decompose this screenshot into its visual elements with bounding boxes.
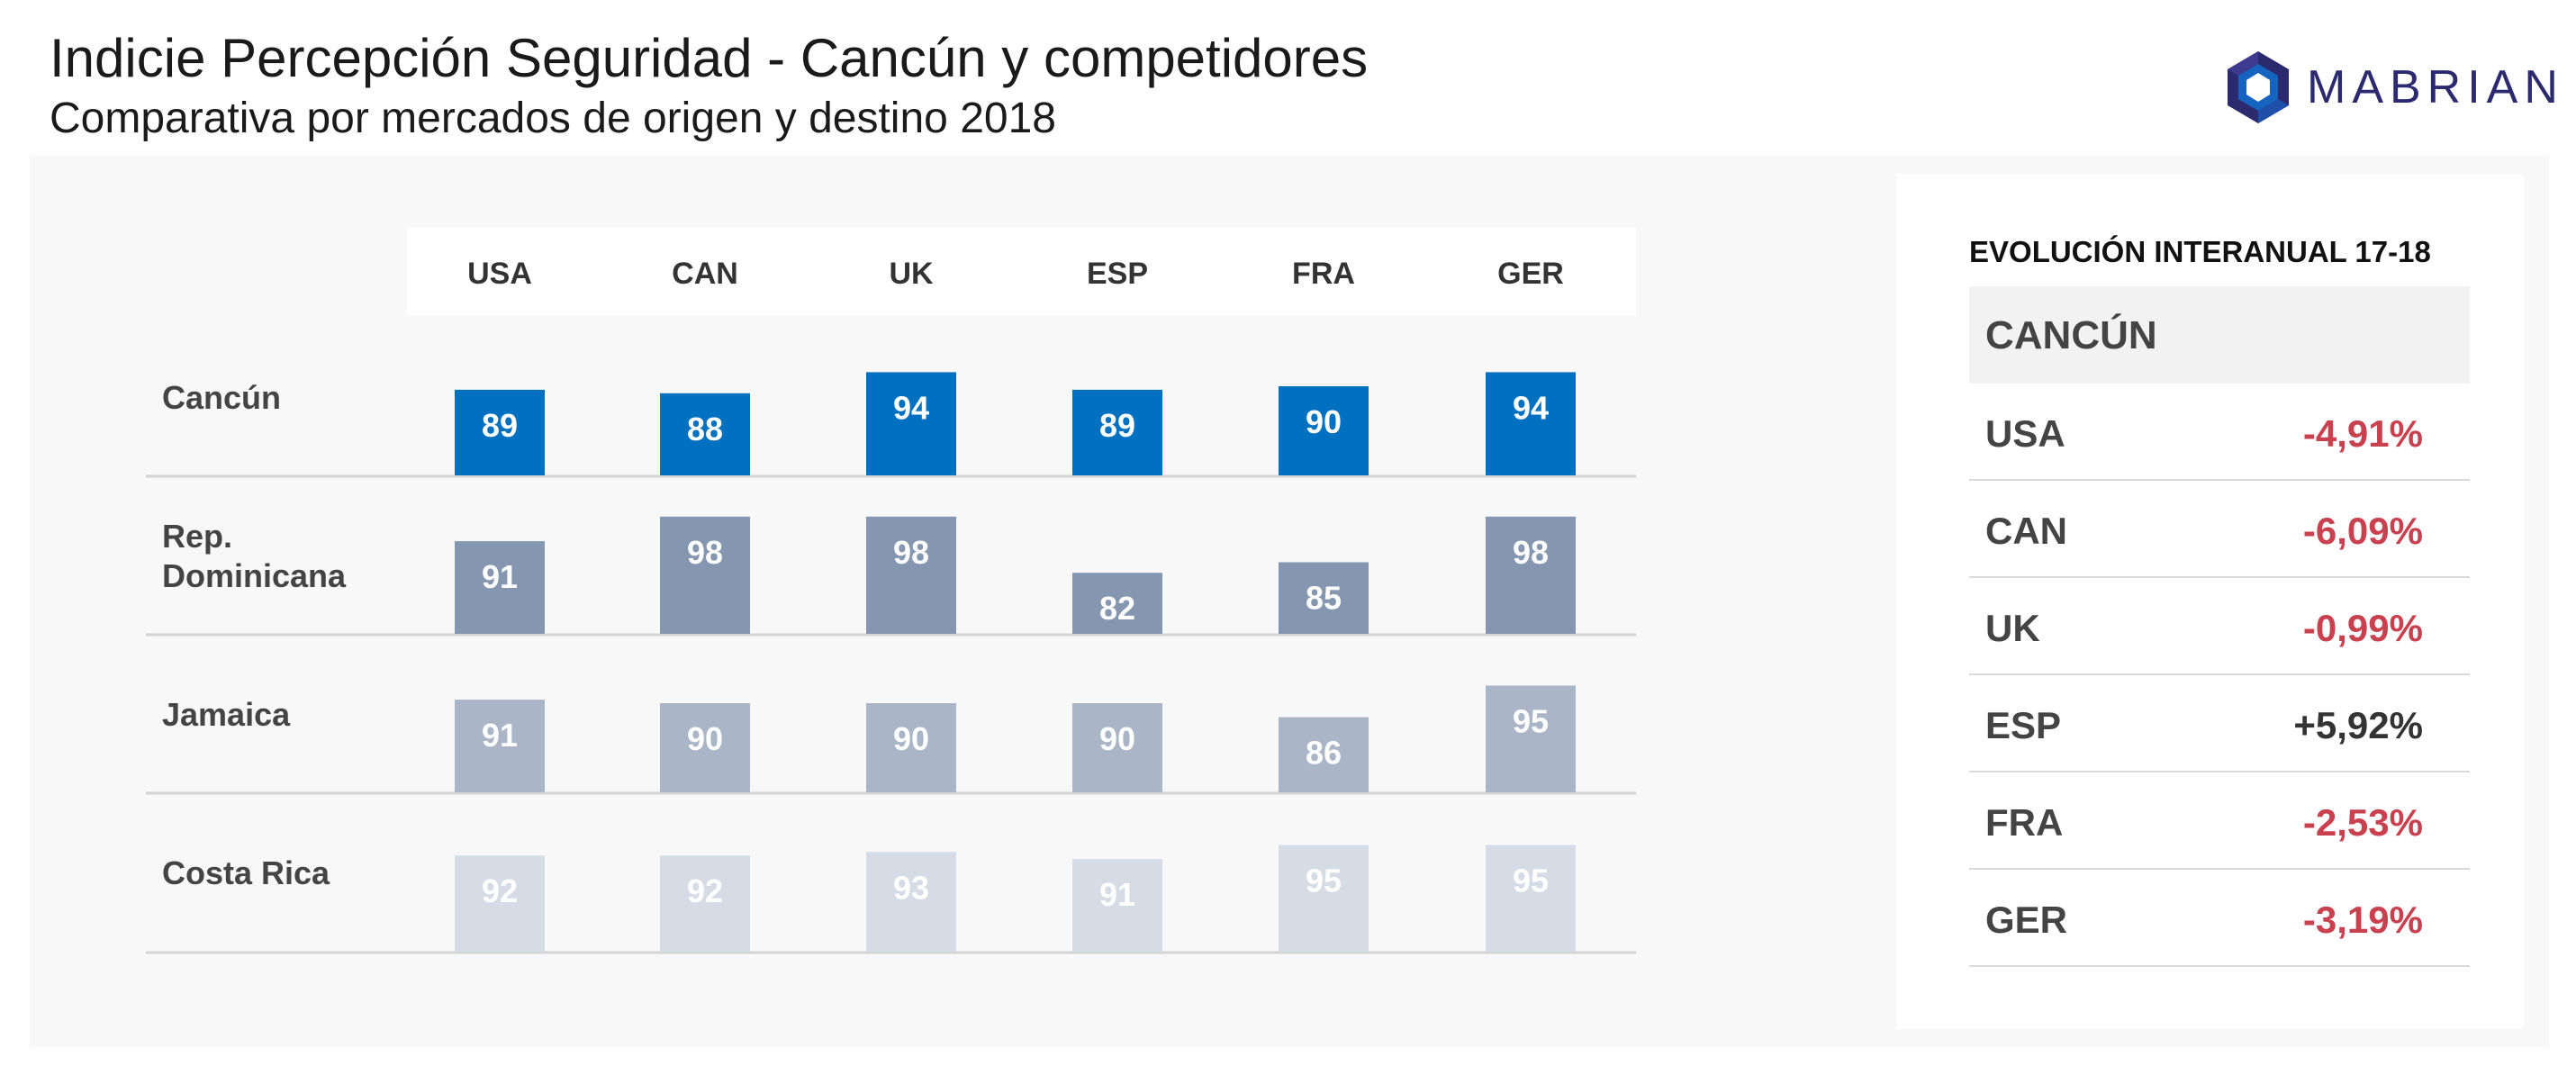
bar <box>1486 845 1576 952</box>
bar-value-label: 98 <box>1513 534 1549 571</box>
bar <box>1279 386 1369 475</box>
bar <box>1486 372 1576 475</box>
evolution-market: UK <box>1985 607 2040 649</box>
bar-value-label: 95 <box>1513 703 1549 740</box>
row-label: Jamaica <box>162 695 396 735</box>
bar <box>1486 685 1576 792</box>
row-label-line: Cancún <box>162 379 282 416</box>
logo-text: MABRIAN <box>2307 61 2564 113</box>
chart-title: Indicie Percepción Seguridad - Cancún y … <box>50 28 1369 88</box>
evolution-value: -2,53% <box>2302 801 2423 844</box>
evolution-row: FRA -2,53% <box>1969 772 2470 870</box>
bar-value-label: 89 <box>1099 407 1135 444</box>
bar <box>1072 389 1162 475</box>
bar <box>1072 859 1162 952</box>
evolution-market: FRA <box>1985 801 2064 844</box>
column-header: UK <box>889 257 934 291</box>
bar <box>1279 845 1369 952</box>
column-header: FRA <box>1292 257 1355 291</box>
bar-value-label: 94 <box>1513 389 1549 426</box>
bar-value-label: 90 <box>1306 403 1342 440</box>
bar-value-label: 94 <box>893 389 929 426</box>
evolution-value: -4,91% <box>2302 412 2423 455</box>
column-header: USA <box>467 257 532 291</box>
evolution-value: -6,09% <box>2302 510 2423 552</box>
bar <box>660 703 750 792</box>
row-label-line: Dominicana <box>162 557 347 594</box>
bar-value-label: 98 <box>893 534 929 571</box>
bar-value-label: 92 <box>687 872 723 909</box>
bar <box>455 389 545 475</box>
bar-value-label: 82 <box>1099 590 1135 627</box>
bar <box>866 372 956 475</box>
row-label: Rep. Dominicana <box>162 517 396 596</box>
bar-value-label: 92 <box>482 872 518 909</box>
column-header: ESP <box>1086 257 1149 291</box>
row-label-line: Jamaica <box>162 696 291 733</box>
bar <box>660 393 750 475</box>
evolution-row: CAN -6,09% <box>1969 481 2470 578</box>
bar <box>1072 703 1162 792</box>
hexagon-logo-icon <box>2228 51 2289 123</box>
bar-value-label: 91 <box>482 717 518 754</box>
column-header: GER <box>1497 257 1564 291</box>
evolution-row: ESP +5,92% <box>1969 675 2470 772</box>
bar-value-label: 90 <box>893 720 929 757</box>
column-header-bar <box>407 228 1636 316</box>
row-label: Cancún <box>162 378 396 418</box>
evolution-market: ESP <box>1985 704 2062 746</box>
bar <box>455 700 545 792</box>
evolution-row: USA -4,91% <box>1969 384 2470 481</box>
mabrian-logo: MABRIAN <box>2226 50 2558 125</box>
bar-value-label: 95 <box>1513 863 1549 899</box>
evolution-title: EVOLUCIÓN INTERANUAL 17-18 <box>1969 235 2431 268</box>
bar-value-label: 89 <box>482 407 518 444</box>
evolution-row: GER -3,19% <box>1969 870 2470 967</box>
evolution-value: -3,19% <box>2302 899 2423 941</box>
bar <box>866 516 956 634</box>
evolution-destination-header: CANCÚN <box>1969 286 2470 384</box>
bar-value-label: 93 <box>893 869 929 906</box>
bar <box>660 516 750 634</box>
evolution-row: UK -0,99% <box>1969 578 2470 675</box>
bar <box>455 855 545 952</box>
evolution-value: +5,92% <box>2293 704 2423 746</box>
evolution-market: GER <box>1985 899 2068 941</box>
bar-value-label: 90 <box>687 720 723 757</box>
row-label: Costa Rica <box>162 854 396 893</box>
bar <box>1486 516 1576 634</box>
bar-value-label: 91 <box>1099 876 1135 913</box>
bar-value-label: 95 <box>1306 863 1342 899</box>
bar <box>455 541 545 634</box>
evolution-market: CAN <box>1985 510 2067 552</box>
evolution-value: -0,99% <box>2302 607 2423 649</box>
evolution-market: USA <box>1985 412 2065 455</box>
bar-value-label: 98 <box>687 534 723 571</box>
evolution-destination: CANCÚN <box>1985 313 2157 357</box>
bar <box>1279 717 1369 792</box>
column-header: CAN <box>672 257 738 291</box>
bar-value-label: 91 <box>482 558 518 595</box>
bar-value-label: 90 <box>1099 720 1135 757</box>
bar <box>866 852 956 952</box>
bar <box>1279 562 1369 634</box>
row-label-line: Costa Rica <box>162 854 330 891</box>
bar-value-label: 85 <box>1306 580 1342 617</box>
chart-subtitle: Comparativa por mercados de origen y des… <box>50 95 1056 142</box>
bar <box>866 703 956 792</box>
bar-value-label: 88 <box>687 411 723 447</box>
row-label-line: Rep. <box>162 518 233 555</box>
bar-value-label: 86 <box>1306 735 1342 772</box>
bar <box>1072 573 1162 634</box>
bar <box>660 855 750 952</box>
